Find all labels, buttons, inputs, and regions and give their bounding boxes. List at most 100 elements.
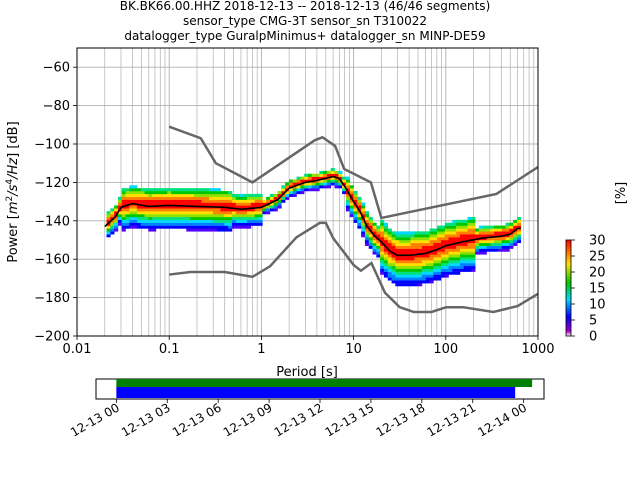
pdf-cell [216,228,221,232]
pdf-cell [387,234,392,238]
pdf-cell [182,196,187,200]
pdf-cell [452,257,457,261]
pdf-cell [433,254,438,258]
pdf-cell [364,216,370,221]
pdf-cell [205,188,210,192]
pdf-cell [152,202,157,206]
pdf-cell [490,242,495,246]
pdf-cell [353,216,358,221]
pdf-cell [482,240,487,244]
pdf-cell [383,254,389,258]
pdf-cell [440,231,446,235]
pdf-cell [296,185,301,189]
pdf-cell [247,196,252,200]
pdf-cell [178,205,183,209]
pdf-cell [425,268,430,272]
pdf-cell [456,242,461,246]
pdf-cell [505,245,510,249]
pdf-cell [490,225,495,229]
pdf-cell [231,196,237,200]
pdf-cell [456,245,461,249]
pdf-cell [456,225,461,229]
pdf-cell [114,219,119,223]
pdf-cell [383,240,389,244]
pdf-cell [311,188,316,192]
pdf-cell [262,211,267,215]
pdf-cell [212,216,218,221]
pdf-cell [452,268,457,272]
pdf-cell [414,237,419,241]
pdf-cell [475,231,480,235]
pdf-cell [159,191,164,195]
pdf-cell [292,179,297,183]
pdf-cell [163,214,168,218]
pdf-cell [402,260,408,264]
pdf-cell [148,214,153,218]
pdf-cell [471,254,476,258]
pdf-cell [167,188,172,192]
pdf-cell [216,202,221,206]
pdf-cell [402,245,408,249]
pdf-cell [513,237,518,241]
pdf-cell [190,211,195,215]
pdf-cell [459,222,465,226]
pdf-cell [209,208,214,212]
pdf-cell [410,280,415,284]
colorbar-tick-label: 5 [589,314,597,329]
pdf-cell [467,265,472,269]
pdf-cell [456,257,461,261]
pdf-cell [421,242,427,246]
pdf-cell [220,202,225,206]
pdf-cell [231,202,237,206]
pdf-cell [159,199,164,203]
pdf-cell [440,234,446,238]
pdf-cell [106,231,111,235]
pdf-cell [269,193,275,197]
pdf-cell [486,231,491,235]
pdf-cell [167,202,172,206]
x-tick-label: 100 [433,342,458,357]
pdf-cell [254,196,259,200]
pdf-cell [186,202,191,206]
pdf-cell [421,257,427,261]
pdf-cell [334,179,339,183]
pdf-cell [361,205,366,209]
pdf-cell [494,242,499,246]
pdf-cell [239,214,244,218]
pdf-cell [429,248,434,252]
pdf-cell [463,260,468,264]
pdf-cell [197,202,202,206]
pdf-cell [402,248,408,252]
x-tick-label: 1 [257,342,265,357]
pdf-cell [475,245,480,249]
pdf-cell [228,219,233,223]
pdf-cell [361,211,366,215]
colorbar-tick-label: 25 [589,250,606,265]
pdf-cell [296,182,301,186]
pdf-cell [296,191,301,195]
pdf-cell [433,260,438,264]
pdf-cell [402,251,408,255]
pdf-cell [239,225,244,229]
pdf-cell [190,188,195,192]
pdf-cell [159,208,164,212]
pdf-cell [501,231,506,235]
pdf-cell [364,231,370,235]
pdf-cell [406,237,411,241]
pdf-cell [505,228,510,232]
pdf-cell [247,205,252,209]
pdf-cell [364,219,370,223]
pdf-cell [148,202,153,206]
pdf-cell [129,211,134,215]
pdf-cell [205,216,210,221]
pdf-cell [380,260,385,264]
pdf-cell [323,170,328,174]
pdf-cell [475,248,480,252]
pdf-cell [383,248,389,252]
pdf-cell [433,228,438,232]
pdf-cell [440,251,446,255]
pdf-cell [399,237,404,241]
timeline-tick-label: 12-13 06 [170,400,224,439]
pdf-cell [433,251,438,255]
pdf-cell [152,208,157,212]
